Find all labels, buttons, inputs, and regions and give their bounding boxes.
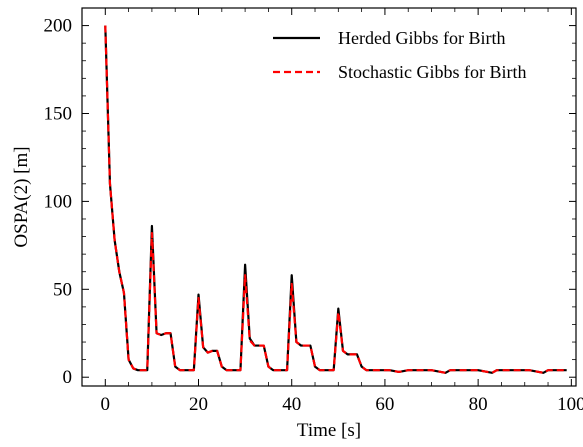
ticks-layer: 0 20 40 60 80 100 0 50 100 150 200 <box>44 8 583 415</box>
y-axis-label: OSPA(2) [m] <box>11 146 32 247</box>
series-layer <box>104 25 567 374</box>
legend-label-2: Stochastic Gibbs for Birth <box>338 62 526 82</box>
y-tick-label: 100 <box>44 191 73 212</box>
x-tick-label: 40 <box>282 394 301 415</box>
x-axis-label: Time [s] <box>297 420 361 441</box>
legend: Herded Gibbs for Birth Stochastic Gibbs f… <box>273 28 526 82</box>
x-tick-label: 60 <box>375 394 394 415</box>
legend-label-1: Herded Gibbs for Birth <box>338 28 505 48</box>
y-tick-label: 0 <box>63 367 73 388</box>
x-tick-label: 100 <box>557 394 583 415</box>
y-tick-label: 200 <box>44 16 73 37</box>
y-tick-label: 50 <box>53 279 72 300</box>
y-tick-label: 150 <box>44 103 73 124</box>
x-tick-label: 0 <box>101 394 111 415</box>
x-tick-label: 20 <box>189 394 208 415</box>
plot-frame <box>81 7 577 387</box>
series-line-2 <box>104 25 567 374</box>
x-tick-label: 80 <box>469 394 488 415</box>
